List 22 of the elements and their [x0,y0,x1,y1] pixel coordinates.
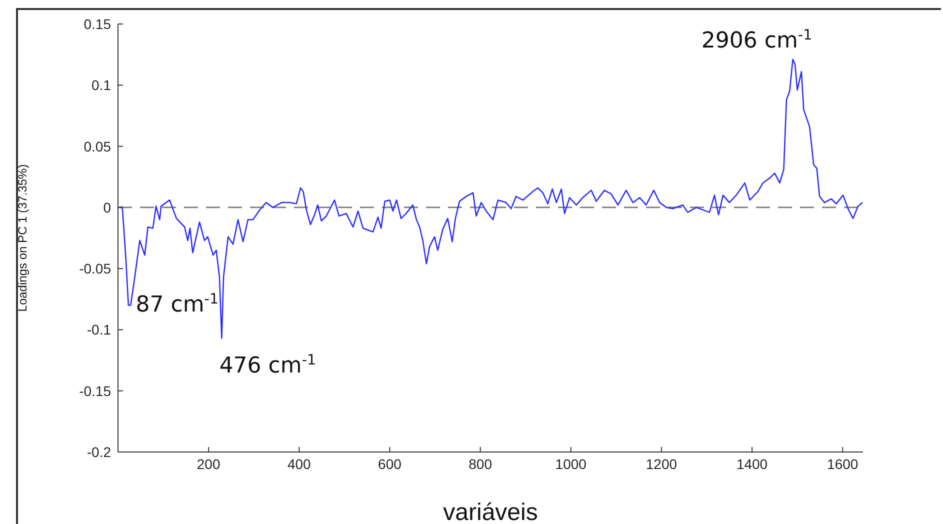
y-axis-title: Loadings on PC 1 (37.35%) [15,164,30,312]
x-tick-label: 600 [378,456,402,472]
x-tick-label: 200 [196,456,220,472]
y-tick-label: 0.15 [84,16,112,32]
y-tick-label: -0.2 [86,444,112,460]
line-series [120,58,863,339]
x-axis-title: variáveis [443,499,538,524]
y-tick-label: 0.1 [92,77,112,94]
x-tick-label: 1200 [646,456,678,472]
x-tick-label: 1000 [555,456,587,472]
annotation: 87 cm$^{-1}$ [136,291,219,318]
y-tick-label: 0.05 [84,138,112,154]
y-tick-label: -0.05 [79,260,112,277]
x-tick-label: 1400 [736,456,768,472]
y-tick-label: 0 [103,199,112,216]
x-tick-label: 800 [468,456,492,472]
x-tick-label: 1600 [827,456,858,472]
annotation: 476 cm$^{-1}$ [219,352,316,378]
y-tick-label: -0.15 [79,382,112,399]
annotation: 2906 cm$^{-1}$ [701,27,812,54]
y-tick-label: -0.1 [86,322,112,338]
x-tick-label: 400 [287,456,312,472]
